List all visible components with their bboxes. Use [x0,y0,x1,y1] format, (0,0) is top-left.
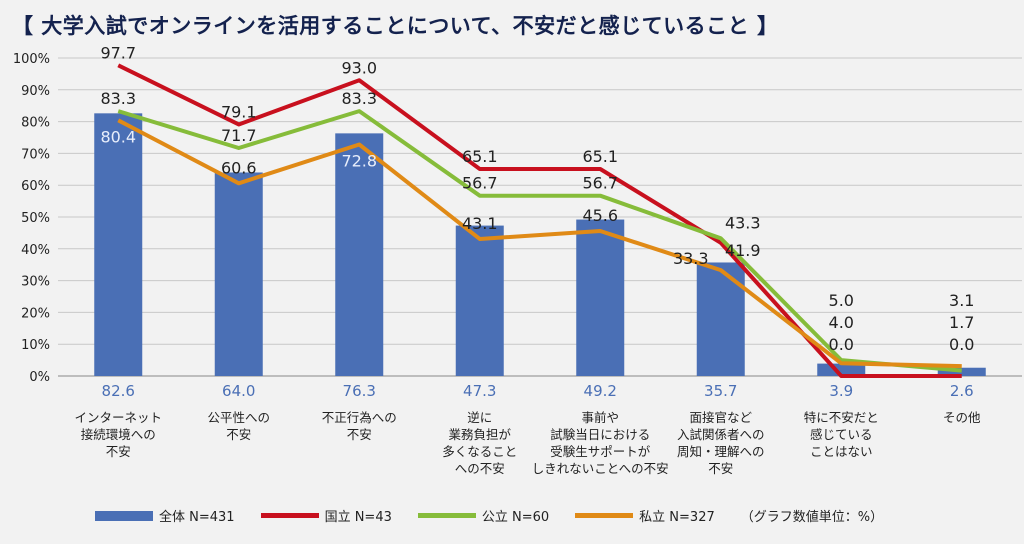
category-label: 入試関係者への [677,427,765,442]
line-value-label: 0.0 [949,335,974,354]
category-label: しきれないことへの不安 [532,461,669,476]
legend-item: 私立 N=327 [575,506,715,525]
bar-value-label: 82.6 [102,382,135,400]
category-label: 面接官など [689,410,752,425]
line-value-label: 80.4 [100,127,136,146]
bar-value-label: 64.0 [222,382,255,400]
y-tick-label: 0% [29,370,50,385]
units-note: （グラフ数値単位：%） [740,510,884,525]
line-value-label: 5.0 [829,291,854,310]
bar-value-label: 76.3 [343,382,376,400]
bar [214,172,263,376]
legend-swatch [575,513,634,518]
line-value-label: 43.3 [725,213,761,232]
bar-value-label: 47.3 [463,382,496,400]
line-value-label: 72.8 [341,151,377,170]
line-value-label: 79.1 [221,102,257,121]
legend-item: 国立 N=43 [260,506,392,525]
line-value-label: 0.0 [829,335,854,354]
category-label: インターネット [74,410,162,425]
category-label: への不安 [455,461,505,476]
bar-value-label: 35.7 [704,382,737,400]
category-label: 業務負担が [448,427,511,442]
bar [817,363,866,376]
bar [696,262,745,376]
y-tick-label: 80% [21,116,50,131]
line-value-label: 83.3 [100,89,136,108]
line-value-label: 83.3 [341,89,377,108]
line-value-label: 65.1 [582,147,618,166]
series-line [117,63,962,378]
chart-title: 【 大学入試でオンラインを活用することについて、不安だと感じていること 】 [12,14,779,38]
legend-swatch [95,510,153,521]
legend: 全体 N=431 国立 N=43 公立 N=60 私立 N=327 （グラフ数値単位：%… [95,506,883,525]
legend-label: 全体 N=431 [159,510,235,525]
line-value-label: 33.3 [673,249,709,268]
category-label: 試験当日における [550,427,650,442]
series-line [117,109,962,373]
category-label: 不正行為への [322,410,397,425]
line-value-label: 45.6 [582,206,618,225]
category-label: 感じている [810,427,873,442]
legend-label: 国立 N=43 [324,510,392,525]
category-label: 特に不安だと [804,410,879,425]
line-value-label: 56.7 [462,174,498,193]
line-value-label: 3.1 [949,291,974,310]
category-label: 不安 [347,427,372,442]
legend-swatch [260,513,319,518]
bar [937,367,986,376]
line-value-label: 65.1 [462,147,498,166]
line-value-label: 60.6 [221,158,257,177]
bar [455,225,504,376]
bar [94,113,143,376]
line-value-label: 1.7 [949,313,974,332]
y-tick-label: 30% [21,275,50,290]
category-label: 公平性への [207,410,270,425]
legend-item: 全体 N=431 [95,506,235,525]
category-label: 多くなること [442,444,517,459]
category-label: 周知・理解への [677,444,765,459]
bar-value-label: 2.6 [950,382,974,400]
legend-item: 公立 N=60 [417,506,550,525]
bar-value-label: 49.2 [584,382,617,400]
y-tick-label: 60% [21,179,50,194]
category-label: 事前や [581,410,619,425]
y-tick-label: 50% [21,211,50,226]
legend-label: 私立 N=327 [639,510,715,525]
line-value-label: 43.1 [462,214,498,233]
y-tick-label: 40% [21,243,50,258]
y-tick-label: 10% [21,338,50,353]
category-label: 接続環境への [81,427,156,442]
legend-swatch [417,513,476,518]
line-value-label: 93.0 [341,58,377,77]
category-label: 受験生サポートが [550,444,651,459]
bar [576,219,625,376]
category-label: 不安 [226,427,251,442]
series-line [117,118,962,369]
category-label: ことはない [810,444,873,459]
bar [335,133,384,376]
bar-value-label: 3.9 [829,382,853,400]
y-tick-label: 70% [21,147,50,162]
line-value-label: 41.9 [725,241,761,260]
legend-label: 公立 N=60 [481,510,550,525]
category-label: 不安 [106,444,131,459]
y-tick-label: 100% [13,52,50,67]
category-label: 不安 [708,461,733,476]
chart: 0% 10% 20% 30% 40% 50% 60% 70% 80% 90% 100% 82.6 64.… [13,43,1022,476]
category-label: 逆に [467,410,492,425]
y-tick-label: 90% [21,84,50,99]
line-value-label: 71.7 [221,126,257,145]
line-value-label: 4.0 [829,313,854,332]
y-tick-label: 20% [21,306,50,321]
line-value-label: 56.7 [582,174,618,193]
category-label: その他 [943,410,981,425]
line-value-label: 97.7 [100,43,136,62]
